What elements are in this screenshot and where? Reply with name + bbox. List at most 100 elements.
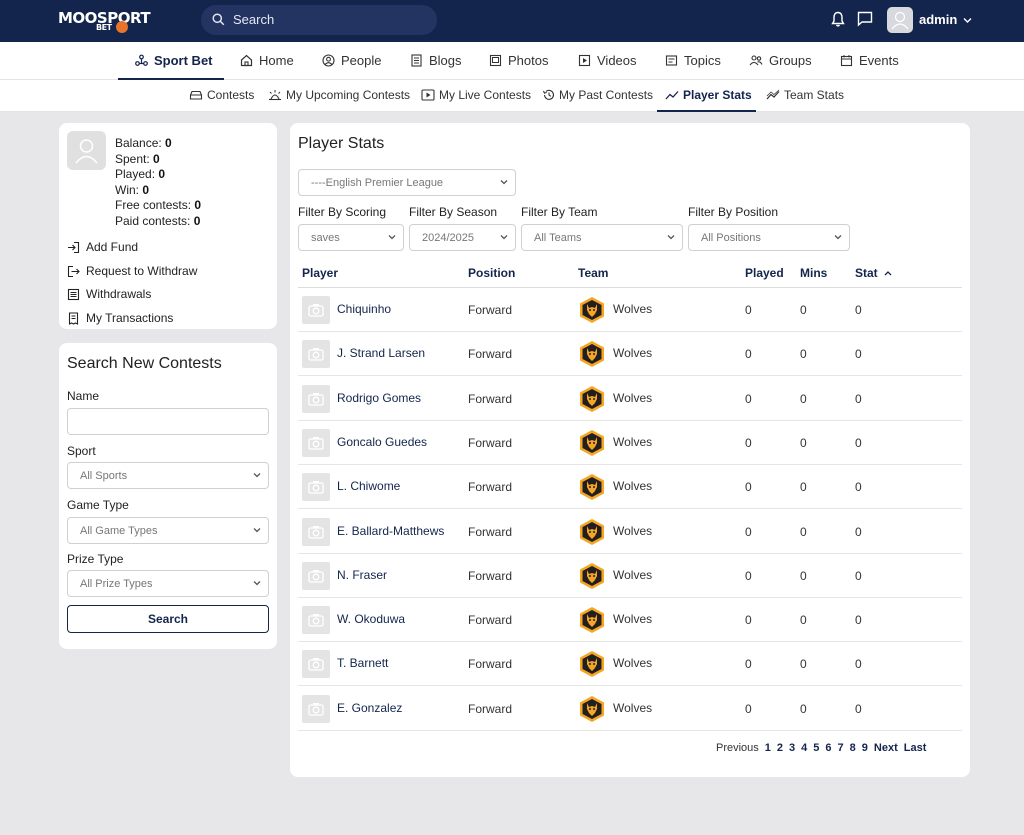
name-label: Name xyxy=(67,389,100,403)
column-header-team[interactable]: Team xyxy=(578,266,609,280)
sport-select[interactable]: All Sports xyxy=(67,462,269,489)
win-line: Win: 0 xyxy=(115,183,201,199)
player-photo xyxy=(302,561,330,590)
free-contests-label: Free contests: xyxy=(115,198,192,212)
contests-icon xyxy=(189,90,203,100)
nav-sport-bet[interactable]: Sport Bet xyxy=(135,53,213,68)
pagination-previous[interactable]: Previous xyxy=(716,742,759,754)
balance-label: Balance: xyxy=(115,136,162,150)
table-row: W. Okoduwa Forward Wolves 0 0 0 xyxy=(298,598,962,643)
active-nav-indicator xyxy=(118,78,224,80)
wolves-logo-icon xyxy=(578,562,606,593)
player-stat: 0 xyxy=(855,657,862,672)
search-contests-title: Search New Contests xyxy=(67,355,222,372)
player-played: 0 xyxy=(745,391,752,406)
pagination-page[interactable]: 6 xyxy=(825,742,832,754)
global-search[interactable]: Search xyxy=(201,5,437,35)
nav-photos[interactable]: Photos xyxy=(489,53,548,68)
request-withdraw-link[interactable]: Request to Withdraw xyxy=(67,264,197,278)
nav-blogs[interactable]: Blogs xyxy=(410,53,462,68)
player-team: Wolves xyxy=(613,302,653,316)
game-type-select[interactable]: All Game Types xyxy=(67,517,269,544)
subnav-live[interactable]: My Live Contests xyxy=(421,88,531,102)
player-name-link[interactable]: E. Ballard-Matthews xyxy=(337,523,445,538)
player-position: Forward xyxy=(468,347,513,362)
subnav-past[interactable]: My Past Contests xyxy=(542,88,653,102)
player-name-link[interactable]: L. Chiwome xyxy=(337,479,401,494)
nav-people[interactable]: People xyxy=(322,53,381,68)
column-header-player[interactable]: Player xyxy=(302,266,339,280)
pagination-page[interactable]: 2 xyxy=(776,742,784,754)
player-name-link[interactable]: T. Barnett xyxy=(337,656,389,671)
filter-scoring-label: Filter By Scoring xyxy=(298,205,387,219)
player-name-link[interactable]: Goncalo Guedes xyxy=(337,434,428,449)
player-stat: 0 xyxy=(855,435,862,450)
player-name-link[interactable]: W. Okoduwa xyxy=(337,612,406,627)
bell-icon[interactable] xyxy=(831,11,845,28)
column-header-stat[interactable]: Stat xyxy=(855,266,892,280)
nav-home[interactable]: Home xyxy=(240,53,294,68)
pagination-next[interactable]: Next xyxy=(873,742,898,754)
player-position: Forward xyxy=(468,613,513,628)
pagination-page[interactable]: 4 xyxy=(801,742,808,754)
nav-groups[interactable]: Groups xyxy=(749,53,812,68)
pagination-page[interactable]: 3 xyxy=(789,742,796,754)
search-button[interactable]: Search xyxy=(67,605,269,633)
player-name-link[interactable]: J. Strand Larsen xyxy=(337,346,426,361)
subnav-player-stats[interactable]: Player Stats xyxy=(665,88,752,102)
player-photo xyxy=(302,428,330,457)
player-stat: 0 xyxy=(855,613,862,628)
player-name-link[interactable]: N. Fraser xyxy=(337,567,388,582)
player-played: 0 xyxy=(745,568,752,583)
free-contests-line: Free contests: 0 xyxy=(115,198,201,214)
team-select[interactable]: All Teams xyxy=(521,224,683,251)
player-name-link[interactable]: Rodrigo Gomes xyxy=(337,390,422,405)
username: admin xyxy=(919,12,958,27)
people-icon xyxy=(322,54,335,67)
player-mins: 0 xyxy=(800,435,807,450)
player-played: 0 xyxy=(745,480,752,495)
wolves-logo-icon xyxy=(578,518,606,549)
nav-label: Videos xyxy=(597,53,637,68)
filter-season-label: Filter By Season xyxy=(409,205,498,219)
player-name-link[interactable]: E. Gonzalez xyxy=(337,700,403,715)
player-photo xyxy=(302,606,330,635)
name-input[interactable] xyxy=(67,408,269,435)
pagination-page[interactable]: 1 xyxy=(764,742,771,754)
subnav-upcoming[interactable]: My Upcoming Contests xyxy=(268,88,410,102)
nav-videos[interactable]: Videos xyxy=(578,53,637,68)
subnav-contests[interactable]: Contests xyxy=(189,88,254,102)
player-name-link[interactable]: Chiquinho xyxy=(337,302,392,316)
chevron-down-icon xyxy=(253,473,261,478)
subnav-team-stats[interactable]: Team Stats xyxy=(766,88,844,102)
message-icon[interactable] xyxy=(857,11,873,27)
pagination-page[interactable]: 7 xyxy=(837,742,844,754)
withdrawals-link[interactable]: Withdrawals xyxy=(67,287,151,301)
column-header-played[interactable]: Played xyxy=(745,266,784,280)
chevron-down-icon xyxy=(834,235,842,240)
scoring-select[interactable]: saves xyxy=(298,224,404,251)
player-position: Forward xyxy=(468,657,513,672)
pagination-page[interactable]: 5 xyxy=(813,742,820,754)
column-header-position[interactable]: Position xyxy=(468,266,516,280)
my-transactions-link[interactable]: My Transactions xyxy=(67,311,173,325)
prize-type-select[interactable]: All Prize Types xyxy=(67,570,269,597)
played-line: Played: 0 xyxy=(115,167,201,183)
nav-topics[interactable]: Topics xyxy=(665,53,721,68)
game-type-select-value: All Game Types xyxy=(80,525,158,537)
nav-events[interactable]: Events xyxy=(840,53,899,68)
pagination-page[interactable]: 9 xyxy=(861,742,868,754)
league-select[interactable]: ----English Premier League xyxy=(298,169,516,196)
past-icon xyxy=(542,89,555,100)
user-menu[interactable]: admin xyxy=(919,12,972,27)
position-select[interactable]: All Positions xyxy=(688,224,850,251)
add-fund-link[interactable]: Add Fund xyxy=(67,240,138,254)
site-logo[interactable]: MOOSPORT BET xyxy=(58,9,151,35)
season-select[interactable]: 2024/2025 xyxy=(409,224,516,251)
pagination-last[interactable]: Last xyxy=(903,742,927,754)
pagination-page[interactable]: 8 xyxy=(849,742,856,754)
user-avatar[interactable] xyxy=(887,7,913,33)
player-photo xyxy=(302,473,330,502)
column-header-mins[interactable]: Mins xyxy=(800,266,828,280)
basketball-icon xyxy=(116,21,128,33)
